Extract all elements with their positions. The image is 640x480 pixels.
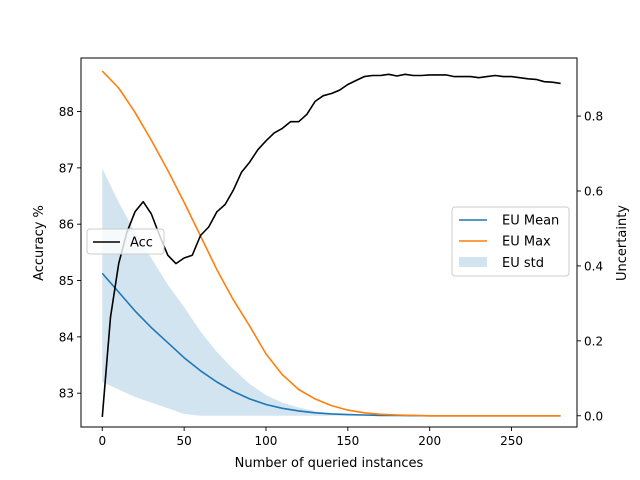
plot-frame [80, 57, 578, 428]
legend-eu-std-label: EU std [502, 256, 544, 271]
y-axis-right-label: Uncertainty [615, 205, 630, 281]
y-left-tick-label: 88 [59, 105, 74, 119]
legend-eu-mean-label: EU Mean [502, 214, 559, 229]
x-tick-label: 0 [98, 434, 106, 448]
eu-max-line [101, 70, 561, 417]
y-axis-left-label: Accuracy % [32, 205, 47, 281]
legend-acc-label: Acc [130, 236, 153, 251]
x-tick-label: 200 [418, 434, 441, 448]
y-right-tick-label: 0.2 [584, 334, 603, 348]
x-tick-label: 50 [176, 434, 191, 448]
y-right-tick-label: 0.0 [584, 409, 603, 423]
acc-line [101, 73, 561, 417]
x-tick-label: 100 [255, 434, 278, 448]
eu-std-band [102, 168, 561, 416]
y-left-tick-label: 83 [59, 387, 74, 401]
y-right-tick-label: 0.4 [584, 259, 603, 273]
y-left-tick-label: 86 [59, 218, 74, 232]
x-tick-label: 250 [500, 434, 523, 448]
x-axis-label: Number of queried instances [235, 456, 424, 471]
legend-left-box [86, 228, 165, 255]
legend-right: EU Mean EU Max EU std [451, 206, 570, 277]
legend-right-box [451, 206, 570, 277]
y-right-tick-label: 0.8 [584, 110, 603, 124]
legend-left: Acc [86, 228, 165, 255]
y-left-tick-label: 87 [59, 161, 74, 175]
x-tick-label: 150 [336, 434, 359, 448]
y-left-tick-label: 84 [59, 330, 74, 344]
legend-eu-max-label: EU Max [502, 235, 551, 250]
legend-eu-std-swatch [459, 257, 487, 267]
y-left-tick-label: 85 [59, 274, 74, 288]
y-right-tick-label: 0.6 [584, 184, 603, 198]
